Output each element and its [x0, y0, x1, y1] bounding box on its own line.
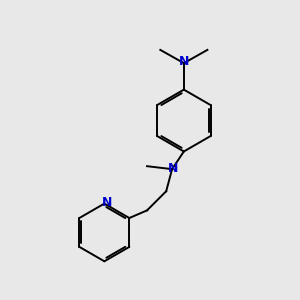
Text: N: N: [179, 55, 189, 68]
Text: N: N: [167, 162, 178, 175]
Text: N: N: [102, 196, 112, 209]
